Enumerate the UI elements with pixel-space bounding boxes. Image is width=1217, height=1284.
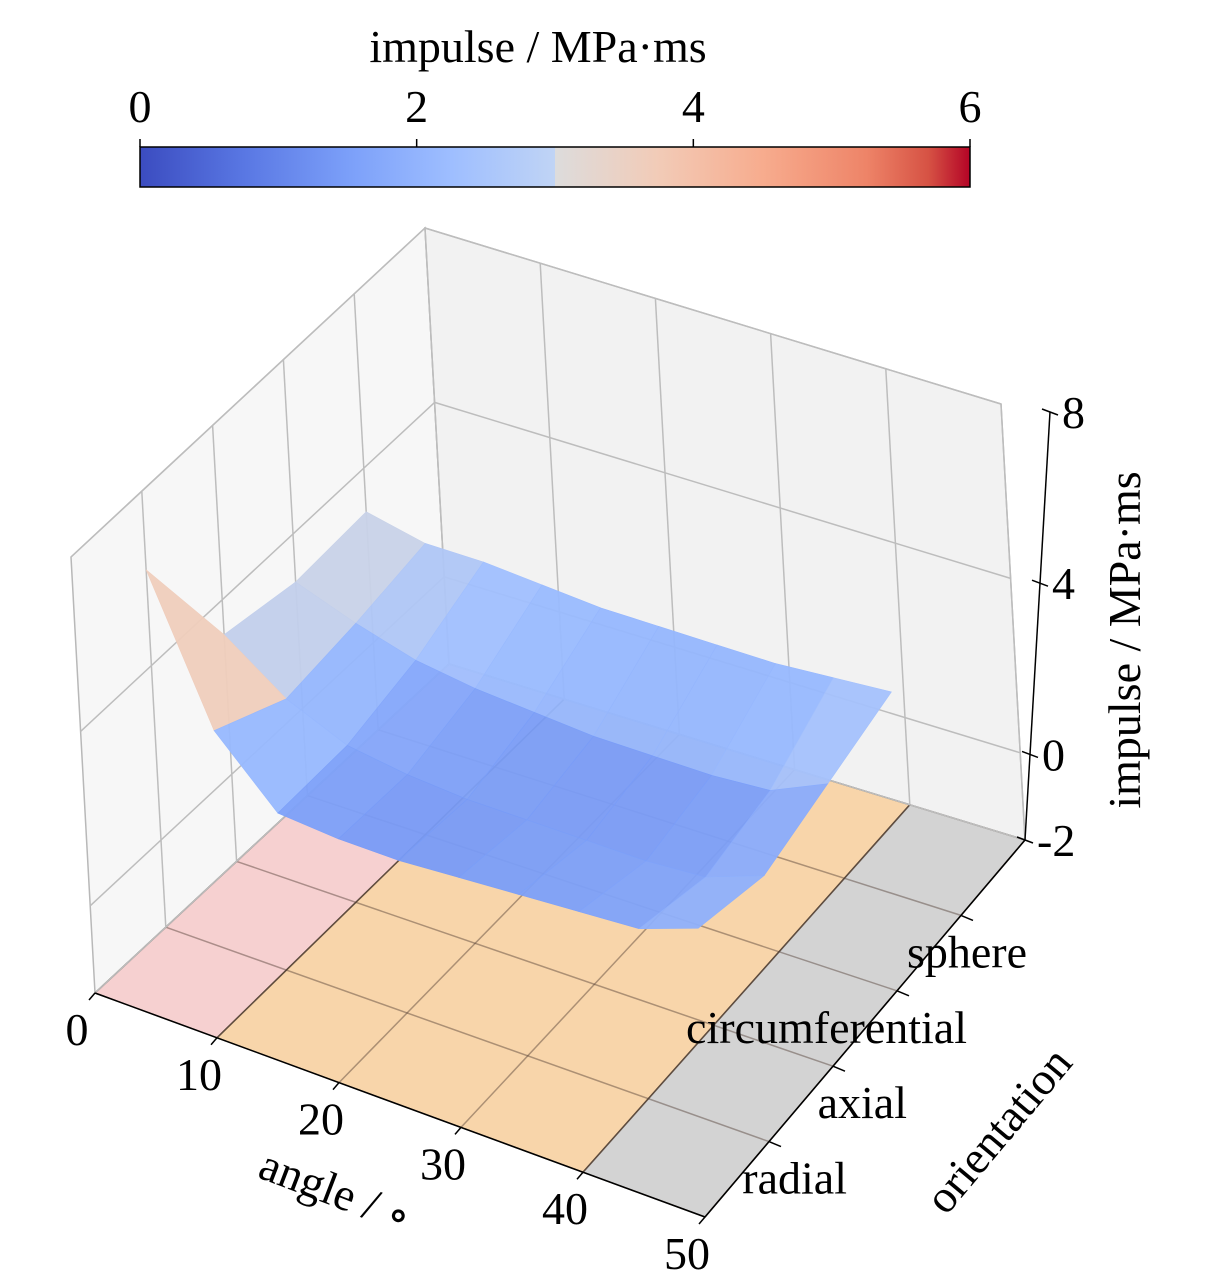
left-wall-gridline-z [80, 401, 436, 732]
x-tick [332, 1082, 340, 1091]
colorbar-tick-label: 2 [405, 81, 428, 132]
x-axis-ticks: 0 10 20 30 40 50 [66, 992, 710, 1279]
z-tick-label: 8 [1062, 387, 1085, 438]
x-tick-label: 50 [664, 1228, 710, 1279]
z-tick [1021, 750, 1039, 759]
z-tick [1016, 836, 1034, 844]
x-tick-label: 0 [66, 1004, 89, 1055]
axis-lines [94, 411, 1051, 1218]
y-tick-label: axial [818, 1077, 907, 1128]
floor-gridline-y [236, 860, 834, 1067]
z-tick-label: -2 [1037, 815, 1075, 866]
left-wall-gridline-y [141, 491, 167, 928]
x-tick [698, 1216, 706, 1225]
back-wall-gridline-z [424, 227, 1002, 405]
y-axis-line [704, 839, 1026, 1218]
z-tick [1031, 579, 1049, 587]
z-tick-label: 4 [1052, 558, 1075, 609]
y-tick [960, 914, 974, 922]
y-tick [768, 1140, 782, 1148]
floor-gridline-x [582, 804, 911, 1173]
y-tick-label: radial [742, 1153, 847, 1204]
x-tick-label: 20 [298, 1094, 344, 1145]
x-tick [88, 992, 96, 1001]
z-axis-label: impulse / MPa·ms [1099, 471, 1150, 808]
left-wall-gridline-z [70, 227, 426, 558]
back-wall-gridline-x [1000, 403, 1026, 841]
y-axis-ticks: radial axial circumferential sphere [686, 914, 1027, 1204]
colorbar-ticks: 0 2 4 6 [129, 81, 982, 147]
y-tick-label: circumferential [686, 1002, 967, 1053]
colorbar-tick-label: 6 [959, 81, 982, 132]
x-axis-line [94, 992, 706, 1218]
z-tick [1041, 408, 1059, 416]
x-tick [210, 1037, 218, 1046]
y-tick-label: sphere [907, 926, 1027, 977]
y-tick [896, 990, 910, 997]
x-tick-label: 30 [420, 1138, 466, 1189]
y-tick [832, 1065, 846, 1072]
floor-gridline-y [165, 926, 770, 1143]
x-axis-label: angle / ∘ [253, 1138, 419, 1242]
colorbar: impulse / MPa·ms 0 2 4 6 [129, 21, 982, 188]
surface-face [638, 875, 765, 930]
z-axis-ticks: -2 0 4 8 [1016, 387, 1085, 866]
z-axis-line [1024, 411, 1051, 841]
z-tick-label: 0 [1042, 729, 1065, 780]
surface [145, 511, 892, 930]
y-axis-label: orientation [915, 1037, 1082, 1222]
colorbar-title: impulse / MPa·ms [369, 21, 706, 72]
back-wall-gridline-x [885, 368, 911, 805]
colorbar-gradient [139, 146, 971, 188]
back-wall-gridline-z [434, 401, 1011, 580]
x-tick-label: 40 [542, 1183, 588, 1234]
x-tick [454, 1126, 462, 1135]
x-tick [576, 1171, 584, 1180]
colorbar-tick-label: 0 [129, 81, 152, 132]
colorbar-tick-label: 4 [682, 81, 705, 132]
x-tick-label: 10 [176, 1049, 222, 1100]
